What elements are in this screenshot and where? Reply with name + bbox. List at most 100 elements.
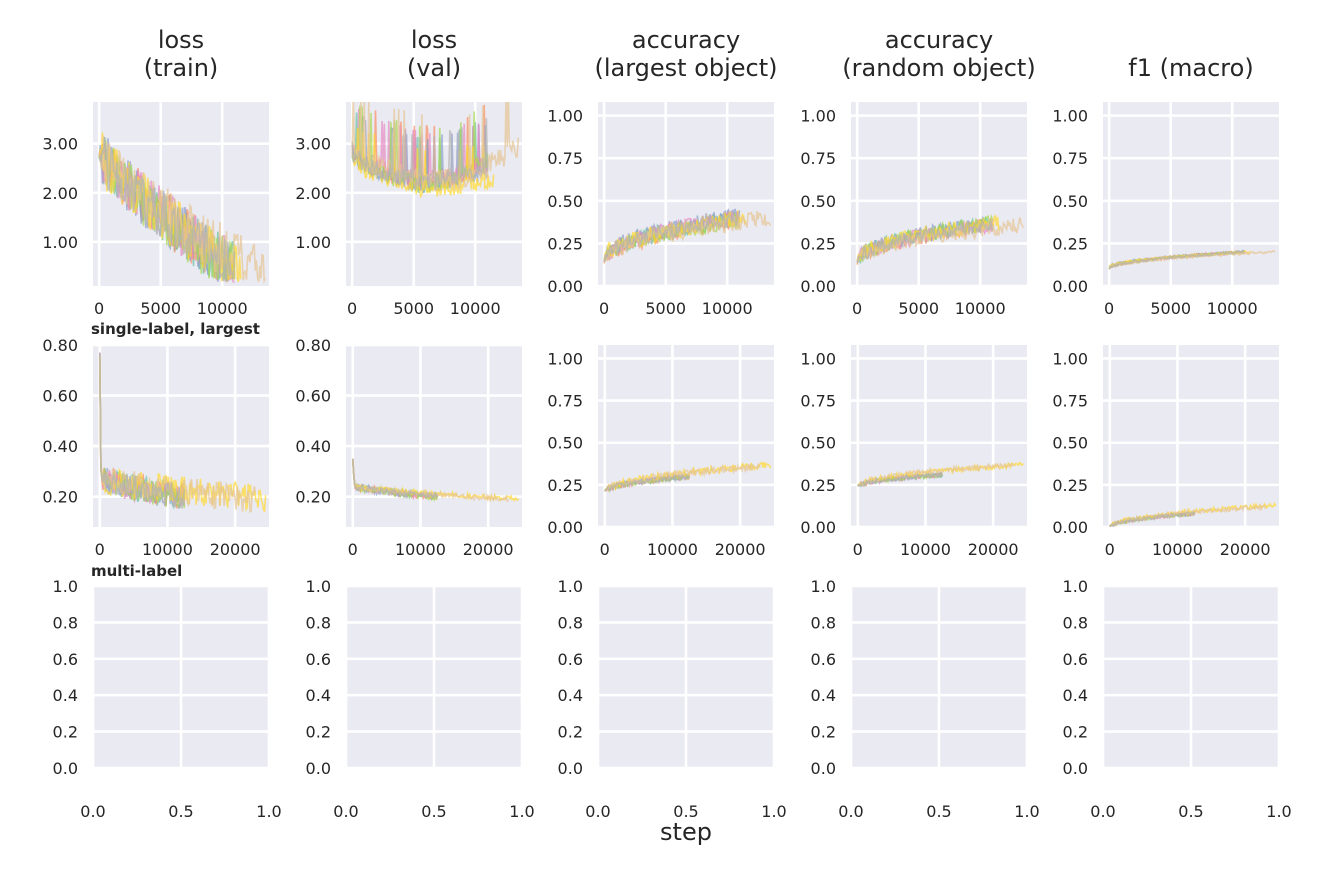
y-tick-label: 0.75 [1052, 149, 1088, 168]
y-tick-label: 1.0 [558, 577, 583, 596]
row-label-single-label: single-label, largest [91, 320, 260, 338]
y-tick-label: 0.0 [306, 759, 331, 778]
y-tick-label: 0.4 [558, 686, 583, 705]
y-tick-label: 0.2 [811, 723, 836, 742]
y-tick-label: 0.75 [1052, 392, 1088, 411]
y-tick-label: 2.00 [42, 184, 78, 203]
x-tick-label: 10000 [1152, 540, 1203, 559]
y-tick-label: 0.40 [295, 437, 331, 456]
y-tick-label: 0.50 [547, 434, 583, 453]
column-title-line: (largest object) [594, 54, 777, 82]
x-tick-label: 20000 [715, 540, 766, 559]
panel-r2-c1: 0.20 0.40 0.60 0.80 0 10000 20000 [42, 336, 269, 559]
x-tick-label: 0.5 [1178, 802, 1203, 821]
x-tick-label: 10000 [955, 299, 1006, 318]
y-tick-label: 0.80 [42, 336, 78, 355]
y-tick-label: 0.25 [1052, 476, 1088, 495]
x-tick-label: 5000 [1150, 299, 1191, 318]
y-tick-label: 0.20 [295, 488, 331, 507]
y-tick-label: 1.00 [800, 107, 836, 126]
column-title-1: loss (train) [144, 26, 219, 82]
y-tick-label: 0.4 [1063, 686, 1088, 705]
x-tick-label: 0 [852, 299, 862, 318]
y-tick-label: 0.75 [547, 392, 583, 411]
panel-r3-c5: 0.0 0.2 0.4 0.6 0.8 1.0 0.0 0.5 1.0 [1063, 577, 1292, 821]
x-tick-label: 20000 [210, 540, 261, 559]
y-tick-label: 1.00 [295, 233, 331, 252]
column-title-3: accuracy (largest object) [594, 26, 777, 82]
x-tick-label: 0 [348, 540, 358, 559]
panel-r3-c1: 0.0 0.2 0.4 0.6 0.8 1.0 0.0 0.5 1.0 [53, 577, 282, 821]
y-tick-label: 0.60 [42, 387, 78, 406]
y-tick-label: 0.00 [800, 518, 836, 537]
x-tick-label: 5000 [898, 299, 939, 318]
plot-background [851, 102, 1027, 286]
x-tick-label: 0 [1105, 540, 1115, 559]
y-tick-label: 0.4 [306, 686, 331, 705]
y-tick-label: 0.00 [800, 277, 836, 296]
y-tick-label: 0.25 [547, 234, 583, 253]
x-tick-label: 10000 [900, 540, 951, 559]
y-tick-label: 1.00 [1052, 349, 1088, 368]
x-tick-label: 1.0 [1014, 802, 1039, 821]
y-tick-label: 0.8 [811, 613, 836, 632]
y-tick-label: 2.00 [295, 184, 331, 203]
y-tick-label: 0.6 [306, 650, 331, 669]
y-tick-label: 0.8 [53, 613, 78, 632]
panel-r3-c4: 0.0 0.2 0.4 0.6 0.8 1.0 0.0 0.5 1.0 [811, 577, 1040, 821]
x-tick-label: 0 [600, 540, 610, 559]
x-tick-label: 5000 [140, 299, 181, 318]
column-title-line: accuracy [632, 26, 740, 54]
plot-background [851, 345, 1027, 527]
y-tick-label: 0.0 [1063, 759, 1088, 778]
y-tick-label: 0.0 [558, 759, 583, 778]
x-axis-label: step [660, 818, 712, 846]
x-tick-label: 10000 [450, 299, 501, 318]
x-tick-label: 0 [599, 299, 609, 318]
x-tick-label: 1.0 [1266, 802, 1291, 821]
plot-background [1103, 102, 1279, 286]
y-tick-label: 0.6 [53, 650, 78, 669]
y-tick-label: 0.00 [547, 518, 583, 537]
y-tick-label: 0.60 [295, 387, 331, 406]
column-title-line: loss [158, 26, 204, 54]
y-tick-label: 0.25 [800, 234, 836, 253]
plot-background [598, 345, 774, 527]
panel-r1-c5: 0.000.250.500.751.000 5000 10000 [1052, 102, 1279, 318]
row-label-multi-label: multi-label [91, 562, 182, 580]
x-tick-label: 0 [95, 540, 105, 559]
y-tick-label: 0.4 [811, 686, 836, 705]
y-tick-label: 0.00 [1052, 277, 1088, 296]
x-tick-label: 10000 [142, 540, 193, 559]
x-tick-label: 1.0 [761, 802, 786, 821]
x-tick-label: 10000 [1207, 299, 1258, 318]
y-tick-label: 1.00 [1052, 107, 1088, 126]
column-title-2: loss (val) [407, 26, 461, 82]
y-tick-label: 1.0 [306, 577, 331, 596]
y-tick-label: 1.00 [547, 107, 583, 126]
y-tick-label: 0.50 [547, 192, 583, 211]
panel-r3-c2: 0.0 0.2 0.4 0.6 0.8 1.0 0.0 0.5 1.0 [306, 577, 535, 821]
y-tick-label: 0.25 [1052, 234, 1088, 253]
column-title-line: (train) [144, 54, 219, 82]
x-tick-label: 0.5 [926, 802, 951, 821]
x-tick-label: 0.5 [673, 802, 698, 821]
y-tick-label: 0.00 [1052, 518, 1088, 537]
y-tick-label: 0.8 [558, 613, 583, 632]
x-tick-label: 20000 [968, 540, 1019, 559]
panel-r1-c2: 1.00 2.00 3.00 0 5000 10000 [295, 92, 522, 319]
y-tick-label: 1.0 [1063, 577, 1088, 596]
y-tick-label: 0.8 [1063, 613, 1088, 632]
y-tick-label: 0.75 [800, 392, 836, 411]
x-tick-label: 0 [1104, 299, 1114, 318]
panel-r2-c5: 0.000.250.500.751.000 10000 20000 [1052, 345, 1279, 559]
x-tick-label: 1.0 [256, 802, 281, 821]
column-title-5: f1 (macro) [1128, 54, 1253, 82]
column-title-line: f1 (macro) [1128, 54, 1253, 82]
panel-r1-c4: 0.00 0.25 0.50 0.75 1.00 0 5000 10000 [800, 102, 1027, 318]
y-tick-label: 0.6 [558, 650, 583, 669]
y-tick-label: 0.0 [811, 759, 836, 778]
y-tick-label: 0.25 [800, 476, 836, 495]
x-tick-label: 0.5 [168, 802, 193, 821]
